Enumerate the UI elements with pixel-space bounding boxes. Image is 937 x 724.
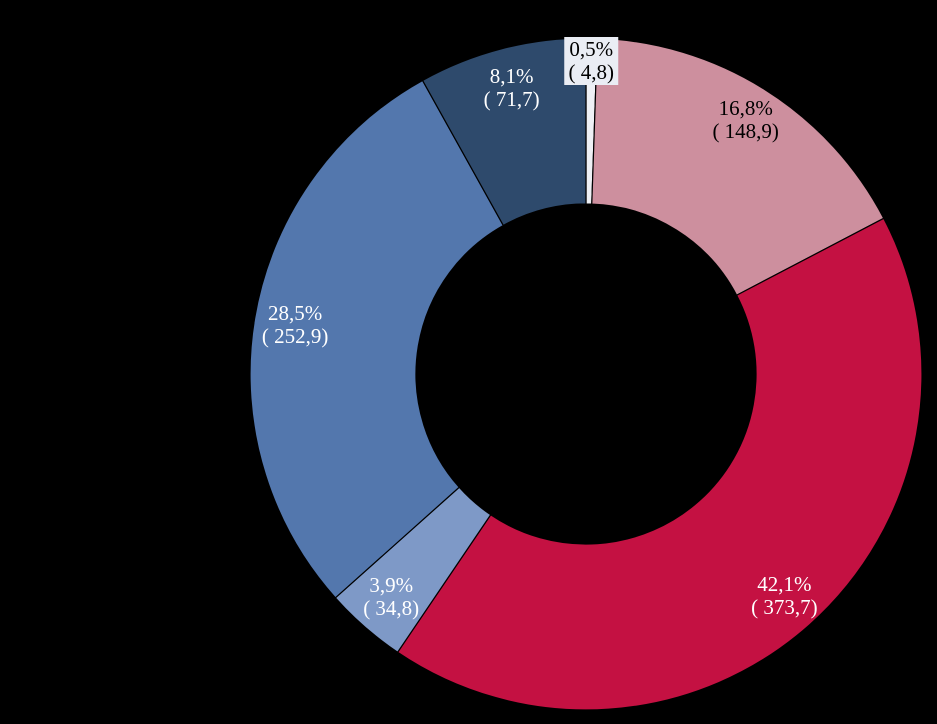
donut-segment-2 — [591, 37, 885, 297]
donut-segment-3 — [396, 217, 923, 711]
donut-segment-5 — [249, 79, 505, 599]
